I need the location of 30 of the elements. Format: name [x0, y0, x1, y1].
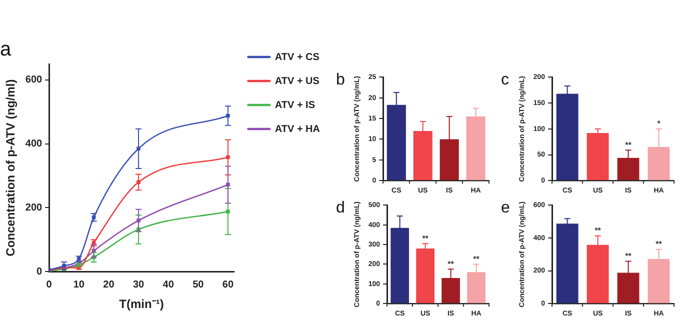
- annotation: **: [448, 259, 455, 268]
- x-tick-label: 20: [103, 279, 115, 290]
- chart-title: e: [501, 199, 510, 216]
- chart-title: a: [0, 38, 12, 61]
- chart-title: d: [336, 199, 345, 216]
- legend-label: ATV + US: [274, 76, 320, 87]
- x-tick-label: 0: [46, 279, 52, 290]
- annotation: **: [625, 140, 632, 150]
- x-tick-label: 30: [132, 279, 145, 290]
- annotation: **: [656, 240, 663, 249]
- x-tick-label: 40: [162, 279, 174, 290]
- legend-label: ATV + CS: [274, 52, 320, 63]
- annotation: **: [473, 254, 480, 264]
- legend-label: ATV + IS: [274, 100, 316, 111]
- legend-label: ATV + HA: [274, 124, 320, 135]
- annotation: **: [594, 226, 602, 236]
- y-tick-label: 0: [36, 266, 43, 278]
- y-axis-title: Concentration of p-ATV (ng/ml): [4, 79, 18, 256]
- annotation: *: [657, 119, 662, 128]
- x-axis-title: T(min⁻¹): [119, 297, 164, 312]
- x-tick-label: 50: [192, 279, 204, 290]
- x-tick-label: 60: [222, 279, 234, 290]
- y-tick-label: 400: [25, 138, 43, 150]
- annotation: **: [422, 234, 430, 243]
- chart-title: b: [336, 71, 345, 88]
- x-tick-label: 10: [73, 279, 85, 290]
- y-tick-label: 600: [25, 74, 43, 86]
- chart-title: c: [501, 71, 509, 88]
- y-tick-label: 200: [25, 202, 43, 214]
- annotation: **: [625, 251, 632, 260]
